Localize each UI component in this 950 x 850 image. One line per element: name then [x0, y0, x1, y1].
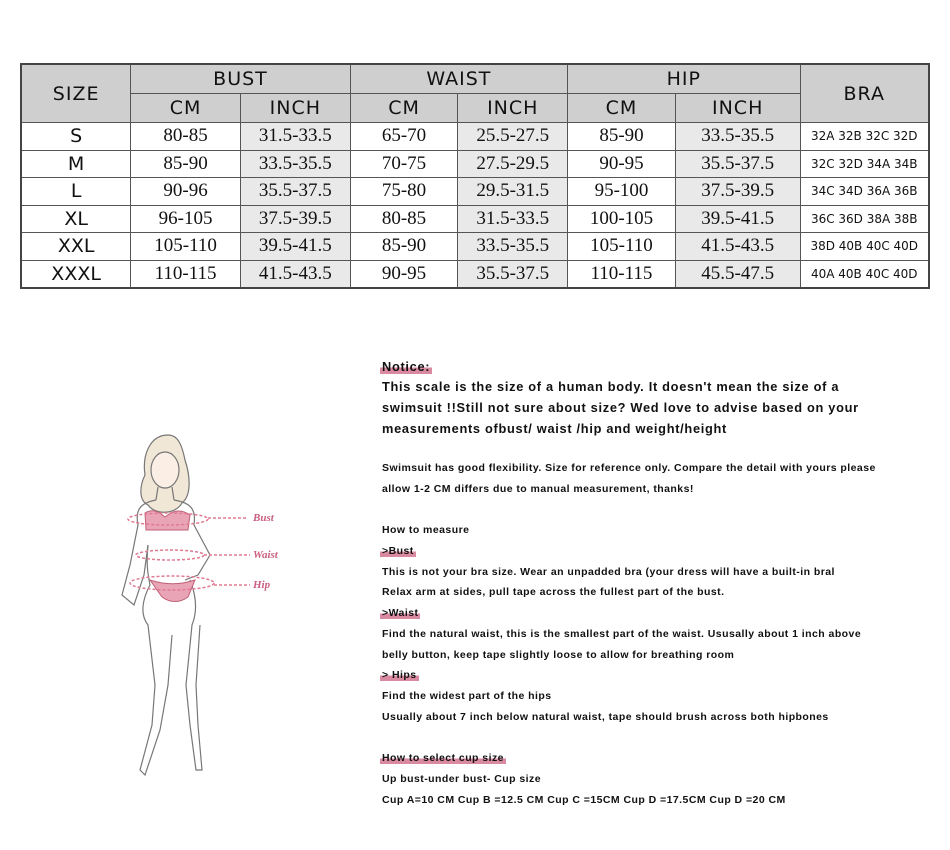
hips-heading: > Hips [380, 669, 419, 681]
bra-cell: 32A 32B 32C 32D [799, 122, 930, 151]
hip-cm-cell: 85-90 [567, 122, 676, 151]
bust-cm-cell: 110-115 [130, 259, 241, 289]
waist-inch-cell: 35.5-37.5 [457, 259, 569, 289]
size-cell: XL [20, 204, 132, 233]
waist-heading: >Waist [380, 607, 421, 619]
header-hip: HIP [567, 63, 801, 94]
bust-inch-cell: 33.5-35.5 [239, 149, 351, 178]
waist-inch-cell: 33.5-35.5 [457, 232, 569, 261]
hip-label: Hip [252, 579, 271, 591]
header-inch: INCH [674, 93, 801, 123]
header-bust: BUST [130, 63, 351, 94]
hips-line: Find the widest part of the hips [382, 690, 552, 702]
hip-inch-cell: 35.5-37.5 [674, 149, 801, 178]
bust-cm-cell: 90-96 [130, 177, 241, 206]
hip-inch-cell: 33.5-35.5 [674, 122, 801, 151]
bra-cell: 40A 40B 40C 40D [799, 259, 930, 289]
hip-cm-cell: 95-100 [567, 177, 676, 206]
bra-cell: 32C 32D 34A 34B [799, 149, 930, 178]
cup-line: Cup A=10 CM Cup B =12.5 CM Cup C =15CM C… [382, 794, 786, 806]
table-row: L 90-96 35.5-37.5 75-80 29.5-31.5 95-100 37.5-… [20, 177, 930, 206]
header-cm: CM [567, 93, 676, 123]
bust-inch-cell: 37.5-39.5 [239, 204, 351, 233]
waist-line: belly button, keep tape slightly loose t… [382, 649, 735, 661]
header-size: SIZE [20, 63, 132, 123]
header-inch: INCH [457, 93, 569, 123]
hip-inch-cell: 41.5-43.5 [674, 232, 801, 261]
header-bra: BRA [799, 63, 930, 123]
notice-heading: Notice: [380, 359, 433, 374]
size-cell: XXXL [20, 259, 132, 289]
waist-cm-cell: 80-85 [349, 204, 459, 233]
table-row: XL 96-105 37.5-39.5 80-85 31.5-33.5 100-105 39… [20, 204, 930, 233]
bust-inch-cell: 31.5-33.5 [239, 122, 351, 151]
bust-cm-cell: 105-110 [130, 232, 241, 261]
table-row: M 85-90 33.5-35.5 70-75 27.5-29.5 90-95 35.5-3… [20, 149, 930, 178]
waist-cm-cell: 90-95 [349, 259, 459, 289]
hip-cm-cell: 100-105 [567, 204, 676, 233]
flex-line: allow 1-2 CM differs due to manual measu… [382, 483, 694, 495]
waist-cm-cell: 75-80 [349, 177, 459, 206]
notice-line: swimsuit !!Still not sure about size? We… [382, 400, 859, 415]
cup-heading: How to select cup size [380, 752, 506, 764]
bra-cell: 38D 40B 40C 40D [799, 232, 930, 261]
waist-cm-cell: 85-90 [349, 232, 459, 261]
notice-line: measurements ofbust/ waist /hip and weig… [382, 421, 728, 436]
bust-cm-cell: 80-85 [130, 122, 241, 151]
header-waist: WAIST [349, 63, 569, 94]
waist-line: Find the natural waist, this is the smal… [382, 628, 862, 640]
bust-inch-cell: 35.5-37.5 [239, 177, 351, 206]
hip-inch-cell: 37.5-39.5 [674, 177, 801, 206]
waist-inch-cell: 25.5-27.5 [457, 122, 569, 151]
size-cell: S [20, 122, 132, 151]
notice-line: This scale is the size of a human body. … [382, 379, 840, 394]
waist-cm-cell: 70-75 [349, 149, 459, 178]
hip-cm-cell: 105-110 [567, 232, 676, 261]
header-inch: INCH [239, 93, 351, 123]
bra-cell: 36C 36D 38A 38B [799, 204, 930, 233]
hip-inch-cell: 45.5-47.5 [674, 259, 801, 289]
waist-label: Waist [253, 549, 279, 561]
cup-line: Up bust-under bust- Cup size [382, 773, 542, 785]
size-cell: L [20, 177, 132, 206]
bust-line: Relax arm at sides, pull tape across the… [382, 586, 725, 598]
header-cm: CM [349, 93, 459, 123]
waist-inch-cell: 27.5-29.5 [457, 149, 569, 178]
table-row: XXXL 110-115 41.5-43.5 90-95 35.5-37.5 110-11… [20, 259, 930, 289]
hip-cm-cell: 90-95 [567, 149, 676, 178]
hip-cm-cell: 110-115 [567, 259, 676, 289]
bust-heading: >Bust [380, 545, 416, 557]
bust-inch-cell: 41.5-43.5 [239, 259, 351, 289]
bust-label: Bust [252, 512, 275, 524]
size-cell: M [20, 149, 132, 178]
waist-inch-cell: 29.5-31.5 [457, 177, 569, 206]
header-cm: CM [130, 93, 241, 123]
table-row: S 80-85 31.5-33.5 65-70 25.5-27.5 85-90 33.5-3… [20, 122, 930, 151]
size-chart-table: SIZE BUST WAIST HIP BRA CM INCH CM INCH … [20, 63, 930, 289]
hip-inch-cell: 39.5-41.5 [674, 204, 801, 233]
bra-cell: 34C 34D 36A 36B [799, 177, 930, 206]
bust-cm-cell: 96-105 [130, 204, 241, 233]
bust-inch-cell: 39.5-41.5 [239, 232, 351, 261]
table-row: XXL 105-110 39.5-41.5 85-90 33.5-35.5 105-110… [20, 232, 930, 261]
bust-cm-cell: 85-90 [130, 149, 241, 178]
body-measurement-figure: Bust Waist Hip [121, 434, 279, 777]
flex-line: Swimsuit has good flexibility. Size for … [382, 462, 876, 474]
waist-cm-cell: 65-70 [349, 122, 459, 151]
waist-inch-cell: 31.5-33.5 [457, 204, 569, 233]
how-to-measure: How to measure [382, 524, 470, 536]
hips-line: Usually about 7 inch below natural waist… [382, 711, 829, 723]
bust-line: This is not your bra size. Wear an unpad… [382, 566, 835, 578]
size-cell: XXL [20, 232, 132, 261]
